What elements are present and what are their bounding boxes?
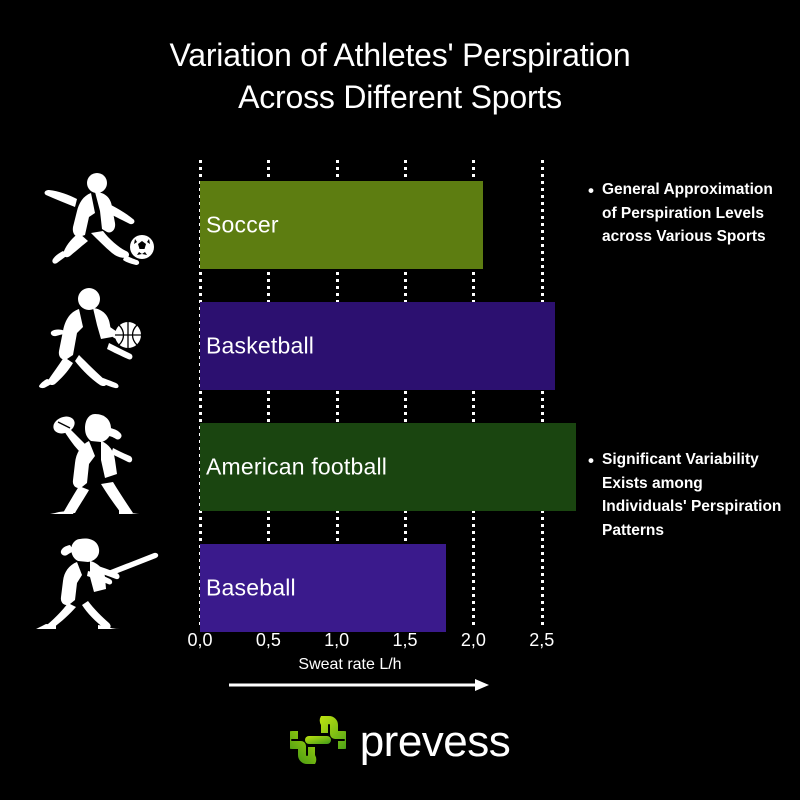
bar-label: American football — [206, 453, 388, 480]
prevess-cross-knot-logo-icon — [282, 712, 353, 773]
right-arrow-icon — [229, 678, 489, 691]
bar-label: Soccer — [206, 211, 279, 238]
bullet-marker: • — [588, 451, 594, 470]
x-tick-label: 1,0 — [324, 630, 350, 650]
gridline — [472, 160, 476, 627]
bar-row[interactable]: American football — [200, 423, 576, 511]
bar-row[interactable]: Soccer — [200, 181, 483, 269]
bar-chart-plot-area: Soccer Basketball American football Basebal… — [199, 160, 580, 632]
bullet-text: General Approximation of Perspiration Le… — [602, 181, 773, 246]
gridline — [335, 160, 339, 627]
x-axis-tick-labels: 0,0 0,5 1,0 1,5 2,0 2,5 — [187, 630, 580, 656]
bullet-marker: • — [588, 181, 594, 200]
x-tick-label: 0,5 — [255, 630, 281, 650]
bullet-item-1: • General Approximation of Perspiration … — [588, 178, 788, 249]
gridline — [199, 160, 202, 627]
x-tick-label: 2,0 — [460, 630, 486, 650]
bar-soccer[interactable] — [200, 181, 483, 269]
basketball-player-icon — [18, 278, 178, 396]
bar-baseball[interactable] — [200, 544, 447, 632]
sport-icon-column — [18, 160, 178, 630]
soccer-player-icon — [18, 160, 178, 278]
gridline — [404, 160, 408, 627]
bullet-item-2: • Significant Variability Exists among I… — [588, 448, 788, 542]
x-tick-label: 1,5 — [392, 630, 418, 650]
gridline — [267, 160, 271, 627]
bar-row[interactable]: Baseball — [200, 544, 447, 632]
bullet-text: Significant Variability Exists among Ind… — [602, 451, 782, 539]
bar-american-football[interactable] — [200, 423, 576, 511]
bar-label: Basketball — [206, 332, 315, 359]
gridline — [540, 160, 544, 627]
x-tick-label: 2,5 — [529, 630, 555, 650]
x-axis-title: Sweat rate L/h — [298, 656, 402, 673]
american-football-player-icon — [18, 402, 178, 520]
bar-label: Baseball — [206, 574, 296, 601]
bar-basketball[interactable] — [200, 302, 556, 390]
x-tick-label: 0,0 — [187, 630, 213, 650]
page-title: Variation of Athletes' Perspiration Acro… — [169, 37, 631, 116]
baseball-player-icon — [18, 520, 178, 638]
brand-logo: prevess — [0, 706, 800, 778]
bar-row[interactable]: Basketball — [200, 302, 556, 390]
brand-name: prevess — [359, 717, 511, 766]
